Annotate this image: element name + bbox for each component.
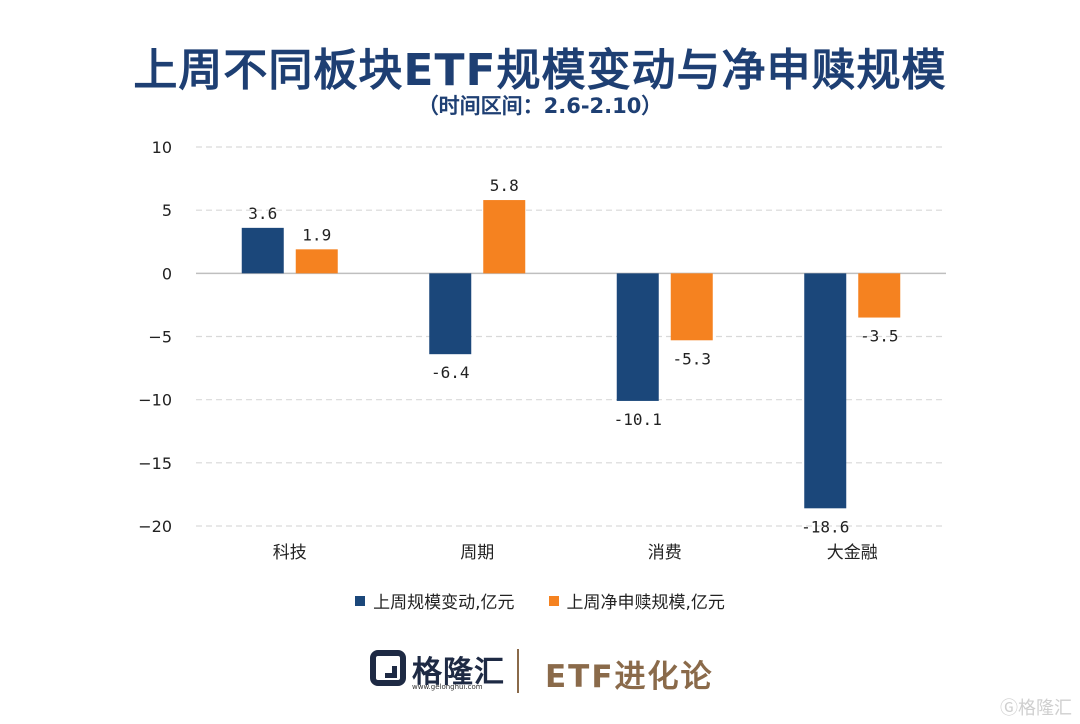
data-label: -5.3 — [672, 349, 711, 368]
chart-title: 上周不同板块ETF规模变动与净申赎规模 — [133, 45, 947, 96]
bar-2 — [858, 273, 901, 318]
x-tick-label: 周期 — [460, 543, 494, 563]
bar-2 — [670, 273, 713, 341]
y-tick-label: 0 — [162, 264, 172, 283]
legend-swatch-series-2 — [548, 595, 559, 606]
bar-2 — [483, 200, 526, 274]
gelonghui-logo-icon — [370, 650, 406, 686]
y-tick-label: 5 — [162, 201, 172, 220]
y-tick-label: −5 — [148, 328, 172, 347]
bar-2 — [295, 249, 338, 274]
data-label: 1.9 — [302, 225, 331, 244]
data-label: -10.1 — [614, 410, 662, 429]
legend-label-series-1: 上周规模变动,亿元 — [373, 593, 515, 613]
legend: 上周规模变动,亿元 上周净申赎规模,亿元 — [0, 588, 1080, 613]
data-label: 5.8 — [490, 176, 519, 195]
chart-subtitle: （时间区间：2.6-2.10） — [417, 94, 663, 118]
bar-1 — [429, 273, 472, 355]
data-label: -6.4 — [431, 363, 470, 382]
bar-1 — [804, 273, 847, 509]
logo-url: www.gelonghui.com — [412, 683, 483, 691]
logo-text: 格隆汇 — [412, 655, 505, 690]
x-tick-label: 科技 — [273, 543, 307, 563]
legend-swatch-series-1 — [355, 595, 366, 606]
y-tick-label: −15 — [138, 454, 172, 473]
legend-item-series-1: 上周规模变动,亿元 — [355, 588, 515, 613]
data-label: -18.6 — [801, 517, 849, 536]
data-label: 3.6 — [248, 204, 277, 223]
brand-name: ETF进化论 — [545, 659, 714, 695]
y-tick-label: −10 — [138, 391, 172, 410]
x-tick-label: 大金融 — [827, 543, 878, 563]
bar-chart: 10 5 0 −5 −10 −15 −20 3.6 1.9 科技 -6.4 5.8 周期 -10.1 -5.… — [138, 138, 946, 563]
footer-divider — [517, 649, 519, 693]
legend-item-series-2: 上周净申赎规模,亿元 — [548, 588, 725, 613]
bar-1 — [241, 227, 284, 274]
y-tick-label: 10 — [152, 138, 172, 157]
watermark: Ⓖ格隆汇 — [1000, 698, 1072, 719]
y-tick-label: −20 — [138, 517, 172, 536]
data-label: -3.5 — [860, 327, 899, 346]
footer: 格隆汇 www.gelonghui.com ETF进化论 — [0, 645, 1080, 701]
x-tick-label: 消费 — [648, 543, 682, 563]
legend-label-series-2: 上周净申赎规模,亿元 — [566, 593, 725, 613]
bar-1 — [616, 273, 659, 401]
